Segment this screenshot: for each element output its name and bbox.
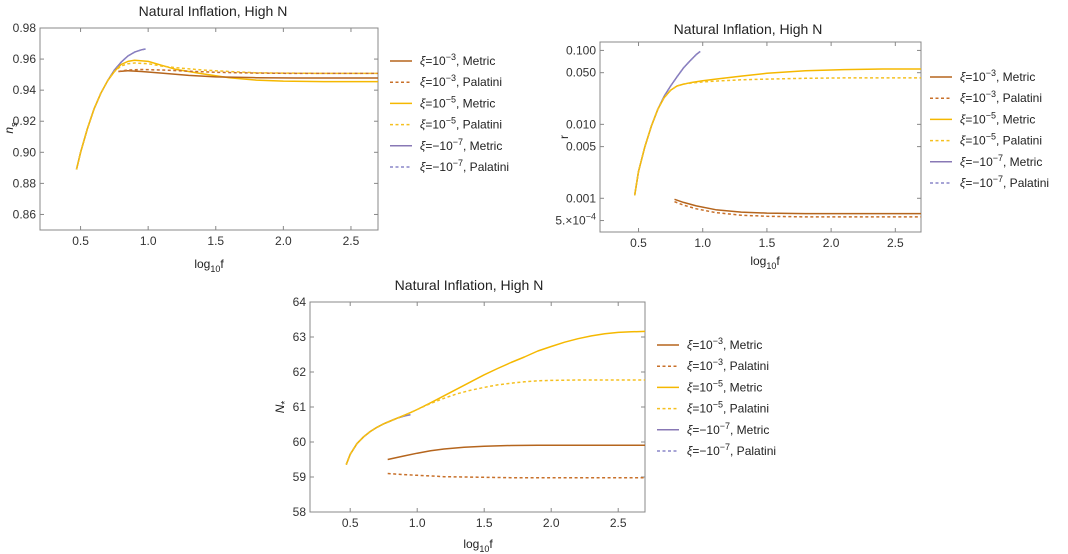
ns-legend-label: ξ=10−5, Palatini: [420, 116, 502, 132]
r-series-line-3: [633, 77, 921, 196]
nstar-plot-frame: [309, 301, 646, 513]
nstar-series-line-2: [345, 330, 646, 465]
ns-y-tick-label: 0.90: [13, 145, 37, 159]
nstar-x-axis-label: log10f: [463, 537, 493, 554]
r-series-line-5: [633, 50, 701, 196]
nstar-legend-label: ξ=10−5, Metric: [687, 378, 762, 394]
ns-y-tick-label: 0.98: [13, 21, 37, 35]
nstar-legend-label: ξ=10−5, Palatini: [687, 400, 769, 416]
nstar-y-tick-label: 58: [293, 505, 307, 519]
r-y-tick-label: 0.010: [566, 117, 596, 131]
r-plot-frame: [599, 41, 922, 233]
nstar-series-line-3: [345, 379, 645, 465]
ns-series-lines: [75, 48, 378, 170]
nstar-legend: ξ=10−3, Metric ξ=10−3, Palatini ξ=10−5, Me…: [657, 336, 776, 458]
nstar-y-tick-label: 59: [293, 470, 307, 484]
r-series-lines: [633, 50, 921, 218]
ns-y-ticks: 0.86 0.88 0.90 0.92 0.94 0.96 0.98: [13, 21, 378, 221]
ns-x-ticks: 0.5 1.0 1.5 2.0 2.5: [72, 28, 360, 248]
ns-y-axis-label: ns: [2, 122, 19, 134]
ns-y-tick-label: 0.88: [13, 176, 37, 190]
nstar-x-tick-label: 2.0: [543, 516, 560, 530]
nstar-y-tick-label: 62: [293, 365, 307, 379]
r-chart-panel: Natural Inflation, High N 0.5 1.0 1.5 2.0 2.…: [555, 21, 1049, 271]
ns-x-axis-label: log10f: [194, 257, 224, 274]
r-y-ticks: 0.100 0.050 0.010 0.005 0.001 5.×10−4: [555, 43, 921, 228]
nstar-chart-panel: Natural Inflation, High N 0.5 1.0 1.5 2.0 2.…: [273, 277, 776, 554]
ns-x-tick-label: 2.0: [275, 234, 292, 248]
nstar-y-tick-label: 64: [293, 295, 307, 309]
r-x-ticks: 0.5 1.0 1.5 2.0 2.5: [630, 42, 904, 250]
ns-legend-label: ξ=10−3, Palatini: [420, 73, 502, 89]
r-x-tick-label: 0.5: [630, 236, 647, 250]
r-legend: ξ=10−3, Metric ξ=10−3, Palatini ξ=10−5, Me…: [930, 68, 1049, 190]
ns-chart-panel: Natural Inflation, High N 0.5 1.0 1.5 2.0 2.…: [2, 3, 509, 274]
ns-series-line-3: [75, 62, 378, 170]
ns-y-tick-label: 0.92: [13, 114, 37, 128]
r-legend-label: ξ=10−3, Metric: [960, 68, 1035, 84]
r-legend-label: ξ=−10−7, Palatini: [960, 174, 1049, 190]
ns-x-tick-label: 0.5: [72, 234, 89, 248]
nstar-x-tick-label: 1.5: [476, 516, 493, 530]
nstar-chart-title: Natural Inflation, High N: [395, 277, 544, 293]
r-series-line-4: [633, 50, 701, 196]
ns-x-tick-label: 1.5: [207, 234, 224, 248]
r-series-line-0: [674, 198, 921, 215]
ns-legend: ξ=10−3, Metric ξ=10−3, Palatini ξ=10−5, Me…: [390, 52, 509, 174]
nstar-legend-label: ξ=−10−7, Metric: [687, 421, 769, 437]
ns-y-tick-label: 0.96: [13, 52, 37, 66]
nstar-x-tick-label: 2.5: [610, 516, 627, 530]
r-chart-title: Natural Inflation, High N: [674, 21, 823, 37]
r-legend-label: ξ=10−3, Palatini: [960, 89, 1042, 105]
nstar-x-tick-label: 1.0: [409, 516, 426, 530]
r-x-tick-label: 2.0: [823, 236, 840, 250]
r-y-tick-label: 0.100: [566, 43, 596, 57]
nstar-y-tick-label: 63: [293, 330, 307, 344]
ns-x-tick-label: 1.0: [140, 234, 157, 248]
r-x-tick-label: 1.0: [694, 236, 711, 250]
nstar-legend-label: ξ=10−3, Palatini: [687, 357, 769, 373]
ns-legend-label: ξ=−10−7, Metric: [420, 137, 502, 153]
nstar-y-tick-label: 61: [293, 400, 307, 414]
ns-series-line-5: [75, 48, 146, 170]
ns-series-line-0: [118, 69, 378, 79]
r-legend-label: ξ=10−5, Palatini: [960, 132, 1042, 148]
ns-series-line-4: [75, 48, 146, 170]
nstar-y-ticks: 58 59 60 61 62 63 64: [293, 295, 645, 519]
ns-y-tick-label: 0.86: [13, 207, 37, 221]
nstar-legend-label: ξ=10−3, Metric: [687, 336, 762, 352]
nstar-series-line-0: [387, 444, 645, 461]
r-legend-label: ξ=−10−7, Metric: [960, 153, 1042, 169]
nstar-series-line-1: [387, 472, 645, 479]
r-y-tick-label: 0.001: [566, 191, 596, 205]
r-x-tick-label: 1.5: [759, 236, 776, 250]
ns-plot-frame: [39, 27, 379, 231]
nstar-x-tick-label: 0.5: [342, 516, 359, 530]
nstar-y-tick-label: 60: [293, 435, 307, 449]
r-x-tick-label: 2.5: [887, 236, 904, 250]
r-legend-label: ξ=10−5, Metric: [960, 110, 1035, 126]
r-y-tick-label-special: 5.×10−4: [555, 212, 596, 228]
r-y-tick-label: 0.050: [566, 66, 596, 80]
ns-legend-label: ξ=10−5, Metric: [420, 94, 495, 110]
ns-x-tick-label: 2.5: [343, 234, 360, 248]
r-x-axis-label: log10f: [750, 254, 780, 271]
nstar-x-ticks: 0.5 1.0 1.5 2.0 2.5: [342, 302, 627, 530]
r-y-axis-label: r: [557, 135, 571, 139]
r-series-line-2: [633, 68, 921, 196]
r-y-tick-label: 0.005: [566, 140, 596, 154]
nstar-legend-label: ξ=−10−7, Palatini: [687, 442, 776, 458]
ns-series-line-1: [118, 68, 378, 75]
nstar-y-axis-label: N*: [273, 401, 291, 414]
ns-y-tick-label: 0.94: [13, 83, 37, 97]
nstar-series-lines: [345, 330, 646, 479]
ns-legend-label: ξ=10−3, Metric: [420, 52, 495, 68]
ns-chart-title: Natural Inflation, High N: [139, 3, 288, 19]
ns-legend-label: ξ=−10−7, Palatini: [420, 158, 509, 174]
